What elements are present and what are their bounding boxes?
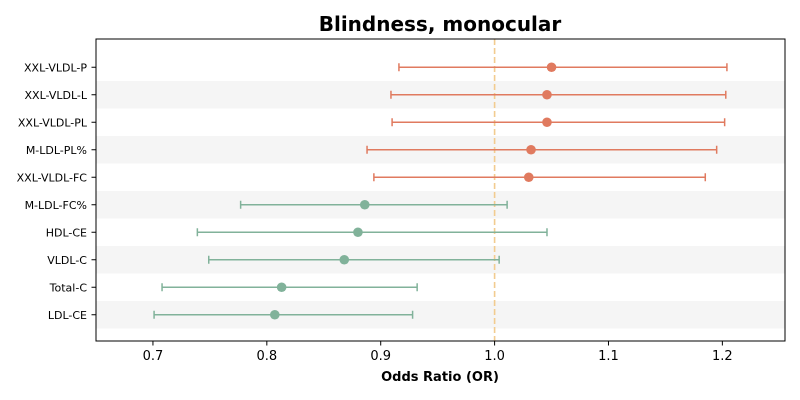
or-point	[277, 282, 287, 292]
data-row-xxl-vldl-fc	[374, 172, 705, 182]
or-point	[542, 117, 552, 127]
or-point	[360, 200, 370, 210]
x-tick-label: 0.7	[143, 349, 164, 364]
y-tick-label: M-LDL-FC%	[25, 199, 87, 212]
x-axis-label: Odds Ratio (OR)	[381, 370, 499, 385]
y-tick-label: LDL-CE	[48, 309, 87, 322]
y-tick-label: VLDL-C	[47, 254, 87, 267]
y-tick-label: Total-C	[49, 281, 88, 294]
or-point	[270, 310, 280, 320]
data-row-total-c	[162, 282, 417, 292]
y-tick-label: XXL-VLDL-P	[24, 61, 87, 74]
y-tick-label: XXL-VLDL-PL	[18, 116, 88, 129]
y-tick-label: M-LDL-PL%	[26, 144, 87, 157]
or-point	[547, 62, 557, 72]
x-tick-label: 1.1	[598, 349, 619, 364]
data-row-xxl-vldl-pl	[392, 117, 725, 127]
y-tick-label: HDL-CE	[46, 226, 87, 239]
or-point	[542, 90, 552, 100]
data-row-xxl-vldl-p	[399, 62, 727, 72]
or-point	[526, 145, 536, 155]
x-tick-label: 1.0	[484, 349, 505, 364]
chart-title: Blindness, monocular	[319, 12, 562, 36]
or-point	[339, 255, 349, 265]
y-tick-label: XXL-VLDL-L	[25, 89, 88, 102]
y-tick-label: XXL-VLDL-FC	[17, 171, 88, 184]
or-point	[353, 227, 363, 237]
x-tick-label: 1.2	[712, 349, 733, 364]
or-point	[524, 172, 534, 182]
x-tick-label: 0.8	[256, 349, 277, 364]
x-tick-label: 0.9	[370, 349, 391, 364]
